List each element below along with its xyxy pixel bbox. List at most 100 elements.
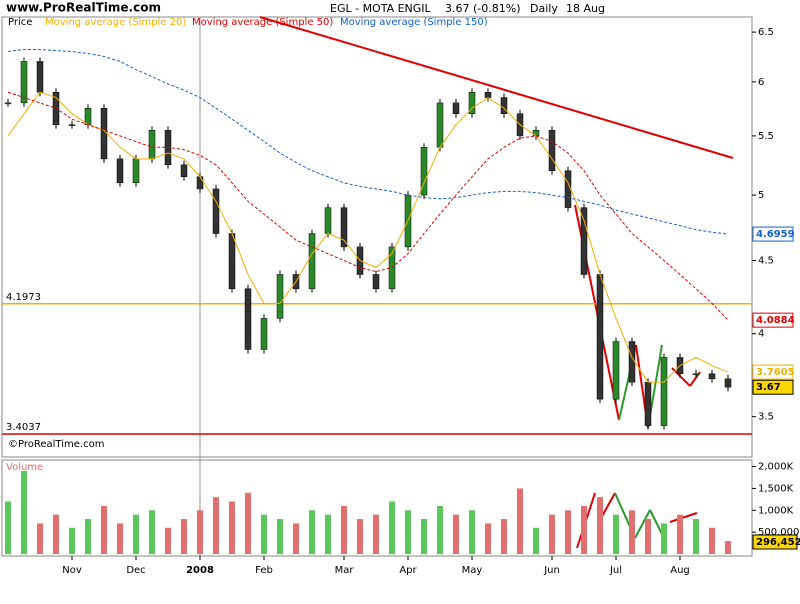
y-tick-label: 2,000K bbox=[758, 462, 794, 473]
volume-bar bbox=[341, 505, 347, 554]
volume-bar bbox=[437, 505, 443, 554]
x-tick-label: Feb bbox=[255, 565, 273, 576]
volume-bar bbox=[533, 527, 539, 554]
copyright: ©ProRealTime.com bbox=[8, 439, 104, 450]
volume-bar bbox=[469, 510, 475, 554]
volume-bar bbox=[325, 514, 331, 554]
candle bbox=[580, 207, 588, 275]
volume-bar bbox=[677, 514, 683, 554]
candle bbox=[308, 233, 316, 290]
volume-bar bbox=[421, 519, 427, 554]
volume-bar bbox=[389, 501, 395, 554]
x-tick-label: Aug bbox=[670, 565, 690, 576]
volume-bar bbox=[549, 514, 555, 554]
volume-bar bbox=[277, 519, 283, 554]
last-value: 296,452 bbox=[756, 537, 800, 548]
volume-bar bbox=[309, 510, 315, 554]
y-tick-label: 6 bbox=[758, 77, 764, 88]
y-tick-label: 5 bbox=[758, 190, 764, 201]
price-panel bbox=[1, 16, 753, 458]
candle bbox=[84, 108, 92, 125]
legend-entry: Moving average (Simple 20) bbox=[45, 17, 186, 28]
last-value: 3.67 bbox=[756, 382, 781, 393]
volume-bar bbox=[581, 505, 587, 554]
y-tick-label: 4 bbox=[758, 329, 764, 340]
volume-bar bbox=[69, 527, 75, 554]
candle bbox=[660, 357, 668, 426]
candle bbox=[4, 102, 12, 105]
candle bbox=[548, 130, 556, 171]
volume-bar bbox=[261, 514, 267, 554]
last-value: 4.0884 bbox=[756, 315, 795, 326]
volume-bar bbox=[453, 514, 459, 554]
y-tick-label: 1,500K bbox=[758, 483, 794, 494]
candle bbox=[452, 102, 460, 114]
volume-bar bbox=[501, 519, 507, 554]
x-tick-label: Jul bbox=[609, 565, 622, 576]
last-value-box bbox=[752, 226, 794, 242]
y-tick-label: 6.5 bbox=[758, 27, 774, 38]
candle bbox=[244, 288, 252, 350]
last-value-box bbox=[752, 312, 794, 328]
volume-bar bbox=[149, 510, 155, 554]
candle bbox=[212, 188, 220, 234]
volume-bar bbox=[165, 527, 171, 554]
volume-bar bbox=[597, 497, 603, 554]
volume-bar bbox=[405, 510, 411, 554]
candle bbox=[724, 378, 732, 388]
volume-bar bbox=[101, 505, 107, 554]
moving-average bbox=[7, 49, 729, 235]
volume-bar bbox=[629, 510, 635, 554]
moving-average bbox=[7, 91, 729, 383]
trend-line bbox=[634, 509, 651, 539]
panel-title: Volume bbox=[6, 462, 43, 473]
volume-bar bbox=[229, 501, 235, 554]
candle bbox=[36, 61, 44, 93]
volume-bar bbox=[517, 488, 523, 554]
candle bbox=[532, 130, 540, 137]
candle bbox=[276, 274, 284, 319]
legend-entry: Price bbox=[8, 17, 32, 28]
x-tick-label: 2008 bbox=[186, 565, 214, 576]
volume-bar bbox=[197, 510, 203, 554]
symbol: EGL - MOTA ENGIL bbox=[330, 2, 432, 15]
candle bbox=[116, 158, 124, 184]
candle bbox=[564, 170, 572, 208]
volume-bar bbox=[357, 519, 363, 554]
volume-bar bbox=[373, 514, 379, 554]
candle bbox=[20, 61, 28, 104]
x-tick-label: Jun bbox=[543, 565, 560, 576]
volume-bar bbox=[133, 514, 139, 554]
y-tick-label: 500,000 bbox=[758, 527, 799, 538]
candle bbox=[436, 102, 444, 148]
volume-bar bbox=[645, 519, 651, 554]
last-value-box bbox=[752, 534, 798, 550]
candle bbox=[484, 92, 492, 98]
volume-bar bbox=[693, 519, 699, 554]
last-value: 4.6959 bbox=[756, 229, 795, 240]
candle bbox=[228, 233, 236, 290]
x-tick-label: Dec bbox=[126, 565, 145, 576]
candle bbox=[324, 207, 332, 234]
volume-bar bbox=[565, 510, 571, 554]
volume-bar bbox=[21, 470, 27, 554]
candle bbox=[68, 124, 76, 126]
trend-line bbox=[669, 512, 698, 523]
volume-bar bbox=[213, 497, 219, 554]
candle bbox=[100, 108, 108, 160]
volume-bar bbox=[181, 519, 187, 554]
volume-bar bbox=[709, 527, 715, 554]
volume-bar bbox=[117, 523, 123, 554]
volume-bar bbox=[37, 523, 43, 554]
date: 18 Aug bbox=[566, 2, 605, 15]
horizontal-line-label: 3.4037 bbox=[6, 422, 41, 433]
candle bbox=[596, 274, 604, 400]
y-tick-label: 5.5 bbox=[758, 131, 774, 142]
candle bbox=[628, 341, 636, 383]
volume-bar bbox=[293, 523, 299, 554]
x-tick-label: Apr bbox=[399, 565, 417, 576]
candle bbox=[644, 381, 652, 426]
horizontal-line-label: 4.1973 bbox=[6, 292, 41, 303]
moving-average bbox=[7, 91, 729, 321]
